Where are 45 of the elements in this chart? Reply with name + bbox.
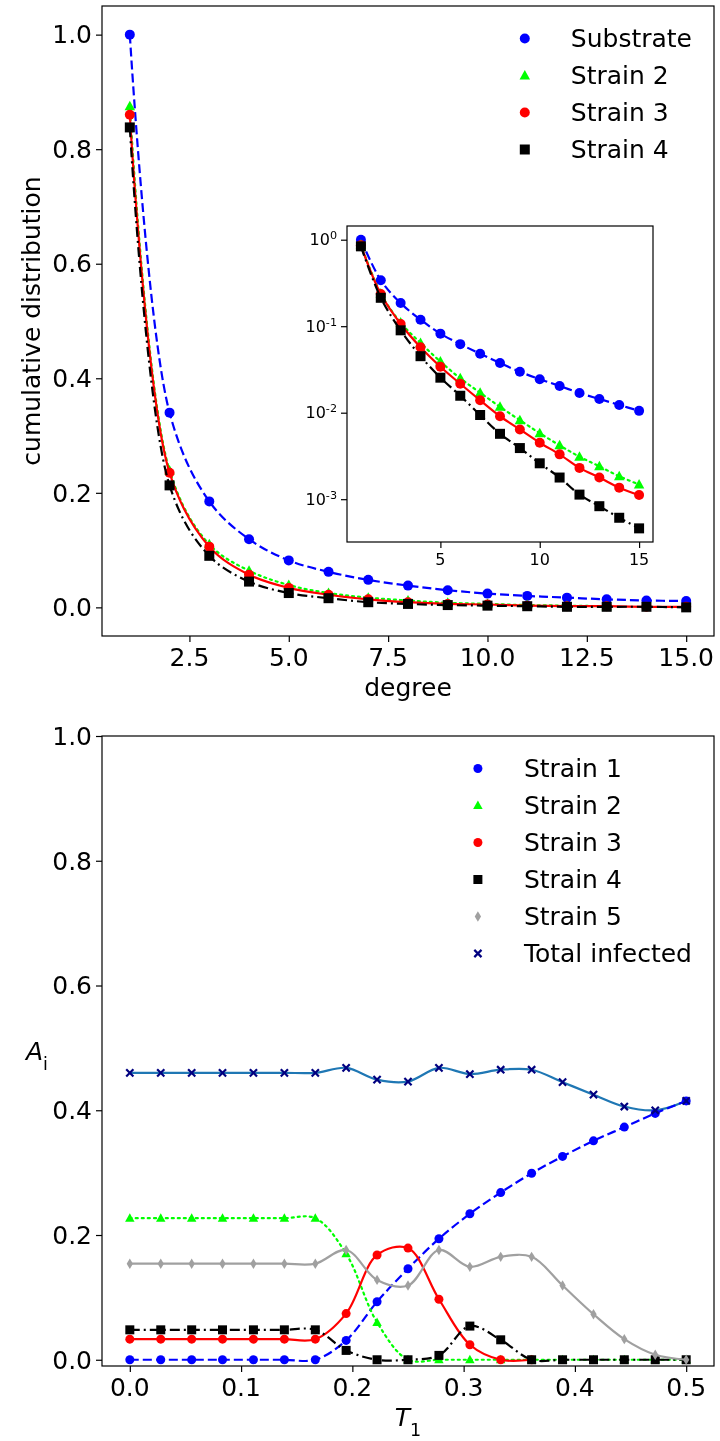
legend-label: Strain 1: [523, 754, 622, 784]
x-tick-label: 7.5: [368, 643, 409, 672]
legend-label: Substrate: [570, 24, 692, 54]
x-tick-label: 12.5: [559, 643, 615, 672]
legend-label: Strain 2: [570, 61, 669, 91]
x-tick-label: 0.0: [109, 1373, 150, 1402]
y-tick-label: 10$^{0}$: [309, 228, 337, 250]
y-tick-label: 0.6: [52, 971, 92, 1001]
legend-label: Total infected: [522, 939, 692, 969]
y-tick-label: 0.4: [52, 1096, 92, 1126]
x-tick-label: 0.1: [221, 1373, 261, 1402]
x-tick-label: 5.0: [268, 643, 309, 672]
x-tick-label: 0.4: [555, 1373, 595, 1402]
x-tick-label: 0.2: [332, 1373, 373, 1402]
x-tick-label: 10: [529, 549, 550, 569]
y-tick-label: 0.2: [52, 478, 92, 508]
y-tick-label: 0.4: [52, 364, 92, 394]
y-axis-title: cumulative distribution: [16, 176, 46, 466]
legend-label: Strain 3: [570, 98, 669, 128]
legend-label: Strain 4: [570, 135, 669, 165]
y-tick-label: 10$^{-2}$: [305, 401, 337, 423]
x-tick-label: 15: [628, 549, 650, 569]
y-tick-label: 0.8: [52, 846, 92, 876]
x-tick-label: 0.3: [443, 1373, 484, 1402]
x-tick-label: 15.0: [658, 643, 715, 672]
x-tick-label: 2.5: [169, 643, 210, 672]
y-tick-label: 10$^{-3}$: [305, 488, 337, 509]
x-axis-title: T$_{1}$: [394, 1403, 422, 1440]
legend-label: Strain 3: [523, 828, 622, 858]
legend-label: Strain 5: [523, 902, 622, 932]
y-tick-label: 0.0: [52, 1345, 92, 1375]
y-tick-label: 10$^{-1}$: [305, 315, 337, 336]
y-tick-label: 1.0: [52, 721, 92, 751]
legend-label: Strain 2: [523, 791, 622, 821]
x-tick-label: 5: [435, 549, 446, 569]
y-tick-label: 0.8: [52, 134, 92, 164]
x-tick-label: 10.0: [459, 643, 516, 672]
y-tick-label: 1.0: [52, 20, 92, 50]
y-tick-label: 0.6: [52, 249, 92, 279]
legend-label: Strain 4: [523, 865, 622, 895]
x-axis-title: degree: [364, 673, 452, 702]
y-tick-label: 0.2: [52, 1220, 92, 1250]
y-axis-title: A$_{i}$: [24, 1036, 48, 1074]
x-tick-label: 0.5: [666, 1373, 707, 1402]
y-tick-label: 0.0: [52, 593, 92, 623]
